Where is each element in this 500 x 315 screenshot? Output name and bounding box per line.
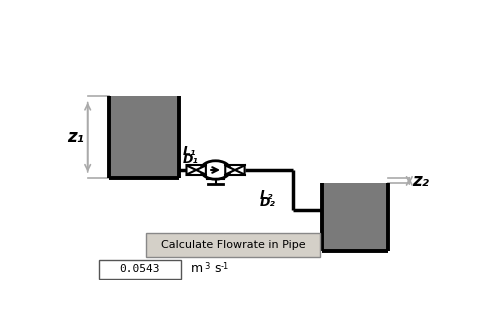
Circle shape: [201, 161, 230, 179]
Text: D₁: D₁: [182, 153, 198, 166]
Text: L₁: L₁: [182, 145, 196, 158]
Text: m: m: [190, 262, 202, 275]
Text: D₂: D₂: [260, 196, 276, 209]
Text: z₂: z₂: [412, 172, 430, 190]
Polygon shape: [235, 165, 244, 175]
Polygon shape: [225, 165, 235, 175]
Text: 0.0543: 0.0543: [120, 264, 160, 274]
Polygon shape: [196, 165, 206, 175]
Bar: [109, 96, 179, 179]
Text: L₂: L₂: [260, 189, 274, 202]
Text: Calculate Flowrate in Pipe: Calculate Flowrate in Pipe: [160, 240, 306, 250]
Text: s: s: [210, 262, 221, 275]
FancyBboxPatch shape: [100, 260, 180, 279]
Polygon shape: [186, 165, 196, 175]
Text: 3: 3: [204, 262, 210, 271]
Text: -1: -1: [220, 262, 228, 271]
FancyBboxPatch shape: [146, 233, 320, 257]
Bar: [322, 183, 388, 251]
Text: z₁: z₁: [68, 128, 84, 146]
